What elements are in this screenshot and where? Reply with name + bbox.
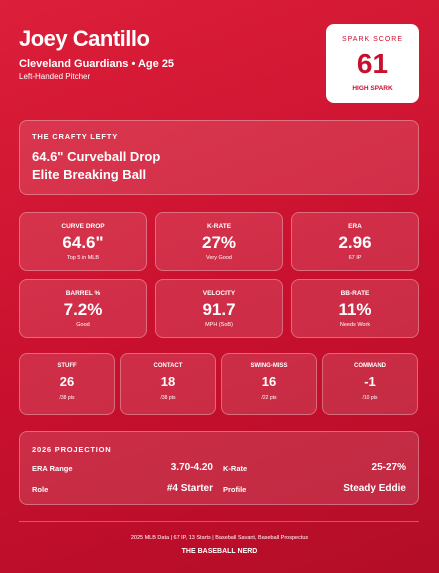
team: Cleveland Guardians • Age 25 bbox=[19, 58, 175, 70]
stat-value: 7.2% bbox=[63, 300, 103, 319]
stat-label: BARREL % bbox=[65, 290, 101, 297]
projection-value: 3.70-4.20 bbox=[170, 462, 213, 473]
score-component: STUFF 26/38 pts bbox=[19, 353, 115, 415]
stat-box: K-RATE 27% Very Good bbox=[155, 212, 283, 271]
kicker: THE CRAFTY LEFTY bbox=[32, 132, 118, 141]
score-tier: HIGH SPARK bbox=[352, 85, 393, 92]
stat-box: CURVE DROP 64.6" Top 5 in MLB bbox=[19, 212, 147, 271]
projection-title: 2026 PROJECTION bbox=[32, 445, 112, 454]
component-note: /38 pts bbox=[160, 395, 176, 401]
footer-source: 2025 MLB Data | 67 IP, 13 Starts | Baseb… bbox=[130, 535, 309, 541]
stat-label: VELOCITY bbox=[202, 290, 236, 297]
component-value: 26 bbox=[59, 374, 75, 389]
score-component: COMMAND -1/10 pts bbox=[322, 353, 418, 415]
component-value: -1 bbox=[364, 374, 376, 389]
stat-box: VELOCITY 91.7 MPH (SoB) bbox=[155, 279, 283, 338]
player-name: Joey Cantillo bbox=[19, 26, 150, 51]
role: Left-Handed Pitcher bbox=[19, 72, 91, 81]
stat-box: BARREL % 7.2% Good bbox=[19, 279, 147, 338]
projection-key: K-Rate bbox=[223, 464, 248, 473]
component-label: COMMAND bbox=[354, 363, 386, 369]
stat-note: MPH (SoB) bbox=[205, 322, 233, 328]
stat-label: ERA bbox=[348, 223, 362, 230]
footer-brand: THE BASEBALL NERD bbox=[181, 548, 258, 555]
stat-value: 2.96 bbox=[338, 233, 372, 252]
stat-box: BB-RATE 11% Needs Work bbox=[291, 279, 419, 338]
projection-value: Steady Eddie bbox=[343, 483, 406, 494]
stat-box: ERA 2.96 67 IP bbox=[291, 212, 419, 271]
stat-value: 64.6" bbox=[62, 233, 104, 252]
component-value: 18 bbox=[160, 374, 176, 389]
stat-value: 11% bbox=[338, 300, 372, 319]
stat-note: Good bbox=[76, 322, 90, 328]
score-component: SWING-MISS 16/22 pts bbox=[221, 353, 317, 415]
stat-label: K-RATE bbox=[206, 223, 232, 230]
component-label: SWING-MISS bbox=[250, 363, 288, 369]
headline-line: 64.6" Curveball Drop bbox=[32, 149, 161, 164]
stat-value: 27% bbox=[201, 233, 237, 252]
stat-note: Top 5 in MLB bbox=[66, 255, 100, 261]
component-label: STUFF bbox=[57, 363, 77, 369]
score-label: SPARK SCORE bbox=[341, 36, 404, 43]
stat-label: BB-RATE bbox=[340, 290, 370, 297]
headline-line: Elite Breaking Ball bbox=[32, 167, 147, 182]
stat-note: Needs Work bbox=[339, 322, 371, 328]
score-component: CONTACT 18/38 pts bbox=[120, 353, 216, 415]
component-note: /22 pts bbox=[261, 395, 277, 401]
component-note: /38 pts bbox=[59, 395, 75, 401]
projection-key: Role bbox=[32, 485, 49, 494]
projection-value: #4 Starter bbox=[166, 483, 213, 494]
stat-note: 67 IP bbox=[348, 255, 362, 261]
projection-value: 25-27% bbox=[371, 462, 406, 473]
score-box: SPARK SCORE 61 HIGH SPARK bbox=[326, 24, 419, 103]
stat-label: CURVE DROP bbox=[61, 223, 105, 230]
projection-key: ERA Range bbox=[32, 464, 73, 473]
headline-box: THE CRAFTY LEFTY 64.6" Curveball Drop El… bbox=[19, 120, 419, 195]
score-value: 61 bbox=[356, 48, 389, 79]
projection-key: Profile bbox=[223, 485, 247, 494]
component-note: /10 pts bbox=[362, 395, 378, 401]
divider bbox=[19, 521, 419, 522]
component-label: CONTACT bbox=[153, 363, 183, 369]
stat-note: Very Good bbox=[206, 255, 232, 261]
projection-box: 2026 PROJECTION ERA Range 3.70-4.20 K-Rate… bbox=[19, 431, 419, 505]
component-value: 16 bbox=[261, 374, 277, 389]
stat-value: 91.7 bbox=[202, 300, 236, 319]
